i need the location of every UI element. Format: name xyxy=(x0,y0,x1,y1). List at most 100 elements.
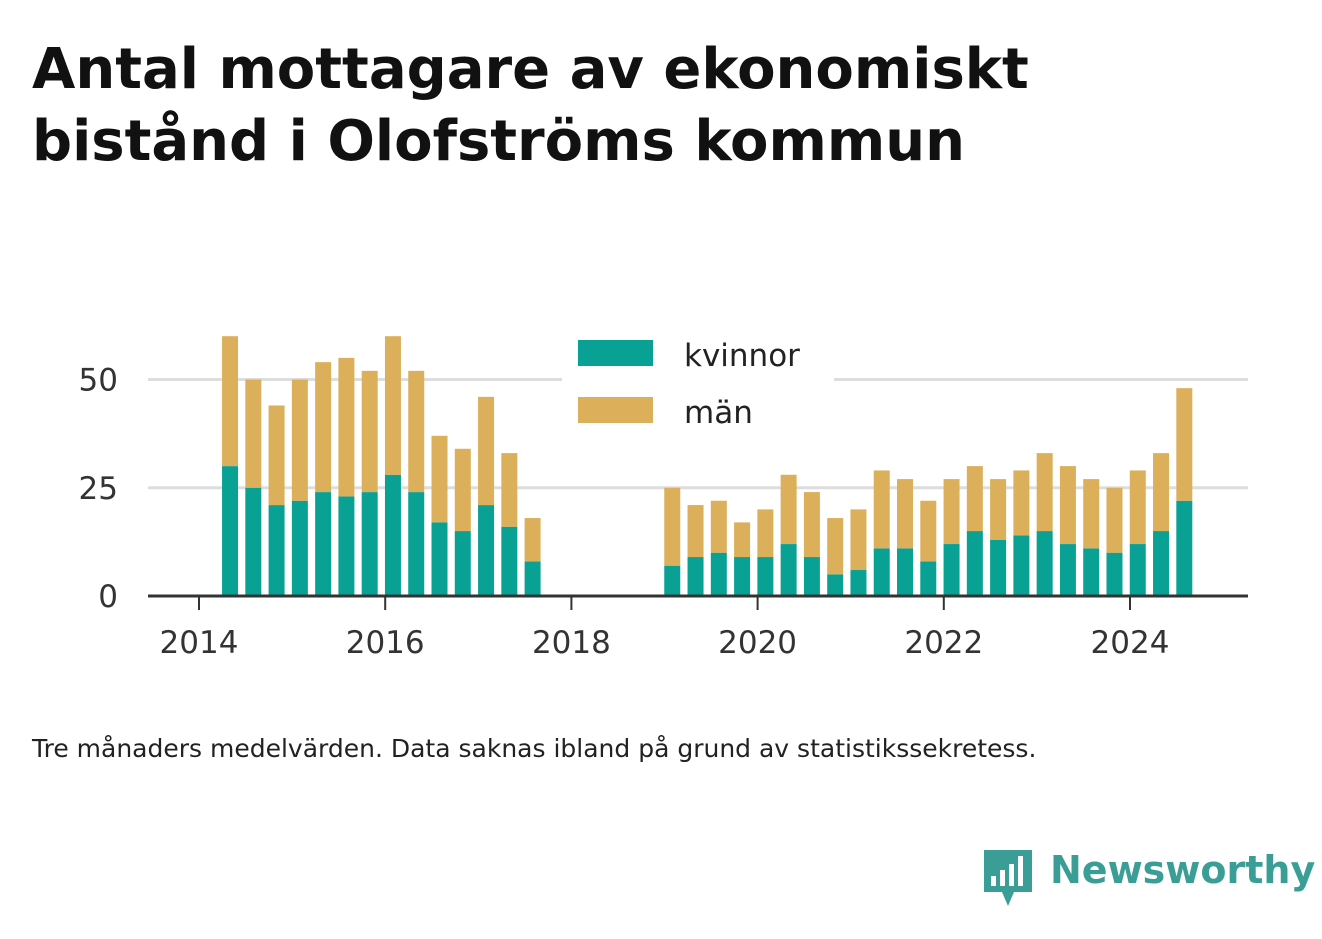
bar-man-2021-02 xyxy=(850,509,867,571)
bar-group-2023-11 xyxy=(1106,487,1123,596)
bar-man-2014-08 xyxy=(245,379,262,488)
bar-kvinnor-2024-08 xyxy=(1176,500,1193,596)
bar-group-2022-11 xyxy=(1013,470,1030,596)
x-tick-label-2024: 2024 xyxy=(1091,625,1170,661)
bar-group-2015-11 xyxy=(361,370,378,596)
bar-kvinnor-2022-11 xyxy=(1013,535,1030,596)
bar-man-2019-11 xyxy=(734,522,751,558)
axes: 0 25 50 2014 2016 2018 2020 2022 2024 xyxy=(79,363,1248,661)
bar-group-2022-02 xyxy=(943,479,960,596)
bar-group-2019-11 xyxy=(734,522,751,596)
bar-kvinnor-2021-02 xyxy=(850,570,867,596)
bar-man-2017-05 xyxy=(501,453,518,527)
bar-man-2017-08 xyxy=(524,518,541,562)
chart-title-line-1: Antal mottagare av ekonomiskt xyxy=(32,37,1029,102)
bar-man-2014-05 xyxy=(222,336,239,467)
bar-group-2023-08 xyxy=(1083,479,1100,596)
y-tick-label-25: 25 xyxy=(79,471,118,507)
bar-man-2015-08 xyxy=(338,357,355,497)
bar-man-2021-05 xyxy=(873,470,890,549)
bar-kvinnor-2016-02 xyxy=(384,474,401,596)
x-tick-label-2016: 2016 xyxy=(346,625,425,661)
bar-group-2022-05 xyxy=(966,466,983,596)
bar-kvinnor-2014-08 xyxy=(245,487,262,596)
bar-group-2016-05 xyxy=(408,370,425,596)
bar-man-2021-08 xyxy=(897,479,914,549)
brand-logo: Newsworthy xyxy=(980,846,1315,916)
legend-swatch-man xyxy=(578,397,653,423)
bar-kvinnor-2019-02 xyxy=(664,565,681,596)
bar-group-2017-08 xyxy=(524,518,541,596)
bar-group-2015-05 xyxy=(315,362,332,596)
x-tick-label-2022: 2022 xyxy=(904,625,983,661)
bar-man-2019-08 xyxy=(710,500,727,553)
bar-kvinnor-2021-08 xyxy=(897,548,914,596)
bar-kvinnor-2016-05 xyxy=(408,492,425,596)
bar-man-2020-05 xyxy=(780,474,797,545)
bar-group-2024-08 xyxy=(1176,388,1193,596)
bar-kvinnor-2020-05 xyxy=(780,544,797,596)
bar-group-2020-02 xyxy=(757,509,774,596)
bar-man-2021-11 xyxy=(920,500,937,562)
bar-kvinnor-2020-11 xyxy=(827,574,844,596)
bar-group-2016-08 xyxy=(431,435,448,596)
bar-kvinnor-2015-02 xyxy=(291,500,308,596)
bar-man-2015-02 xyxy=(291,379,308,501)
bar-man-2020-02 xyxy=(757,509,774,558)
bar-kvinnor-2015-05 xyxy=(315,492,332,596)
bar-kvinnor-2020-02 xyxy=(757,557,774,596)
legend-swatch-kvinnor xyxy=(578,340,653,366)
bar-man-2023-11 xyxy=(1106,487,1123,553)
bar-group-2014-11 xyxy=(268,405,285,596)
bar-group-2024-05 xyxy=(1153,453,1170,596)
bar-group-2021-08 xyxy=(897,479,914,596)
bar-kvinnor-2021-11 xyxy=(920,561,937,596)
y-tick-label-0: 0 xyxy=(98,579,118,615)
bar-group-2016-11 xyxy=(454,448,471,596)
bar-kvinnor-2014-05 xyxy=(222,466,239,596)
bar-group-2023-02 xyxy=(1036,453,1053,596)
bar-man-2022-02 xyxy=(943,479,960,545)
bar-kvinnor-2014-11 xyxy=(268,505,285,596)
bar-group-2019-05 xyxy=(687,505,704,596)
newsworthy-logo-icon xyxy=(984,850,1032,906)
bar-man-2023-02 xyxy=(1036,453,1053,532)
x-tick-label-2020: 2020 xyxy=(718,625,797,661)
bar-kvinnor-2022-02 xyxy=(943,544,960,596)
brand-name: Newsworthy xyxy=(1050,848,1316,892)
bar-man-2015-11 xyxy=(361,370,378,493)
bar-man-2024-02 xyxy=(1129,470,1146,545)
bar-group-2017-02 xyxy=(478,396,495,596)
bar-group-2015-08 xyxy=(338,357,355,596)
bar-man-2019-05 xyxy=(687,505,704,558)
bar-man-2020-11 xyxy=(827,518,844,575)
bar-kvinnor-2019-05 xyxy=(687,557,704,596)
bar-kvinnor-2022-05 xyxy=(966,531,983,596)
chart-title: Antal mottagare av ekonomiskt bistånd i … xyxy=(32,34,1232,178)
bar-group-2020-08 xyxy=(803,492,820,596)
bar-kvinnor-2024-05 xyxy=(1153,531,1170,596)
bar-kvinnor-2023-08 xyxy=(1083,548,1100,596)
bar-kvinnor-2017-08 xyxy=(524,561,541,596)
bar-group-2020-05 xyxy=(780,474,797,596)
bar-man-2024-05 xyxy=(1153,453,1170,532)
bar-kvinnor-2016-11 xyxy=(454,531,471,596)
bar-man-2024-08 xyxy=(1176,388,1193,501)
bar-man-2019-02 xyxy=(664,487,681,566)
bar-group-2022-08 xyxy=(990,479,1007,596)
bar-group-2019-08 xyxy=(710,500,727,596)
bar-kvinnor-2015-08 xyxy=(338,496,355,596)
bar-kvinnor-2019-11 xyxy=(734,557,751,596)
legend-label-man: män xyxy=(684,395,753,431)
bar-group-2024-02 xyxy=(1129,470,1146,596)
bar-kvinnor-2019-08 xyxy=(710,552,727,596)
bar-kvinnor-2015-11 xyxy=(361,492,378,596)
bar-man-2014-11 xyxy=(268,405,285,506)
bar-group-2015-02 xyxy=(291,379,308,596)
bar-kvinnor-2021-05 xyxy=(873,548,890,596)
bar-kvinnor-2020-08 xyxy=(803,557,820,596)
footnote: Tre månaders medelvärden. Data saknas ib… xyxy=(32,734,1037,763)
bar-man-2023-05 xyxy=(1059,466,1076,545)
bar-man-2022-05 xyxy=(966,466,983,532)
chart-title-line-2: bistånd i Olofströms kommun xyxy=(32,109,965,174)
